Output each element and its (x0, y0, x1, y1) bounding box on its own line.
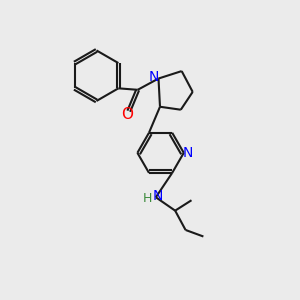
Text: N: N (152, 189, 163, 203)
Text: O: O (122, 107, 134, 122)
Text: N: N (183, 146, 193, 160)
Text: H: H (143, 192, 152, 205)
Text: N: N (148, 70, 159, 84)
